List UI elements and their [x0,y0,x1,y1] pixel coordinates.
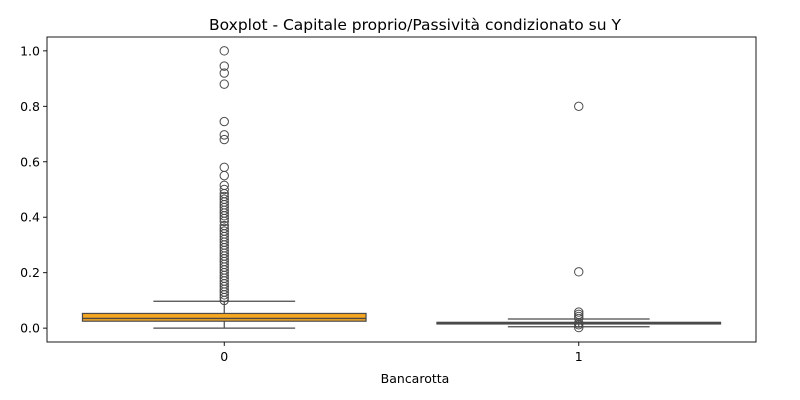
outlier-point [219,211,229,221]
outlier-point [574,320,584,330]
outlier-point [574,307,584,317]
box-iqr [81,312,367,322]
y-tick-label: 0.0 [20,321,40,336]
outlier-point [219,216,229,227]
outlier-point [219,170,229,181]
y-tick-label: 0.2 [20,265,40,280]
outlier-point [219,68,229,78]
outlier-point [219,162,229,173]
y-tick-label: 0.4 [20,210,40,225]
y-tick-label: 0.6 [20,154,40,169]
outlier-point [574,322,584,333]
outlier-point [219,134,229,145]
outlier-point [574,267,584,277]
x-axis-label: Bancarotta [381,371,450,386]
y-tick-label: 1.0 [20,43,40,58]
boxes-group [81,46,722,333]
outlier-point [219,295,229,306]
outlier-point [219,79,229,89]
outlier-point [219,292,229,303]
outlier-point [574,101,584,112]
x-tick-label: 1 [575,349,583,364]
y-tick-label: 0.8 [20,99,40,114]
plot-area-frame [46,36,757,343]
outlier-point [219,61,229,71]
outlier-point [574,313,584,324]
outlier-point [219,213,229,224]
outlier-point [219,290,229,300]
outlier-point [219,116,229,127]
y-axis: 0.0 0.2 0.4 0.6 0.8 1.0 [20,43,47,336]
x-tick-label: 0 [220,349,228,364]
outlier-point [219,184,229,195]
chart-title: Boxplot - Capitale proprio/Passività con… [209,16,621,34]
outlier-point [219,130,229,140]
box-group-1 [436,101,722,333]
outlier-point [219,46,229,56]
box-group-0 [81,46,367,329]
